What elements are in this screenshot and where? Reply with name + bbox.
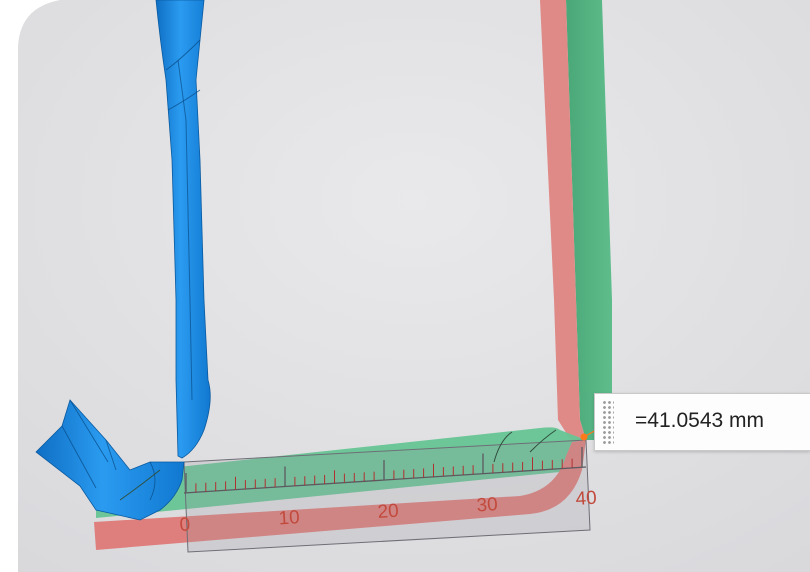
drag-handle-icon[interactable]	[602, 400, 614, 444]
green-strip-vertical	[566, 0, 612, 440]
ruler-tick-label: 0	[179, 514, 191, 536]
strip-feature-curve-2	[529, 429, 557, 453]
red-strip-vertical	[540, 0, 586, 442]
blue-bracket-feature-line	[165, 39, 201, 111]
ruler-tick-label: 20	[377, 501, 399, 523]
ruler-tick-label: 40	[575, 488, 597, 510]
red-strip-horizontal	[94, 440, 586, 550]
ruler-tick-label: 10	[278, 507, 300, 529]
green-strip-horizontal	[96, 427, 586, 518]
strip-feature-curve-1	[493, 431, 513, 463]
blue-bracket-foot	[35, 399, 185, 521]
blue-bracket-edge-line	[177, 59, 193, 401]
ruler-baseline	[183, 466, 587, 494]
ruler-ticks	[185, 447, 583, 493]
strip-feature-curve-3	[119, 469, 161, 501]
measurement-value[interactable]: =41.0543 mm	[635, 409, 764, 432]
ruler-tick-label: 30	[476, 494, 498, 516]
blue-bracket-foot-lines	[61, 399, 156, 501]
blue-bracket-arm	[155, 0, 211, 459]
measurement-label[interactable]: =41.0543 mm	[594, 393, 810, 451]
ruler-labels: 0 10 20 30 40	[179, 488, 597, 536]
